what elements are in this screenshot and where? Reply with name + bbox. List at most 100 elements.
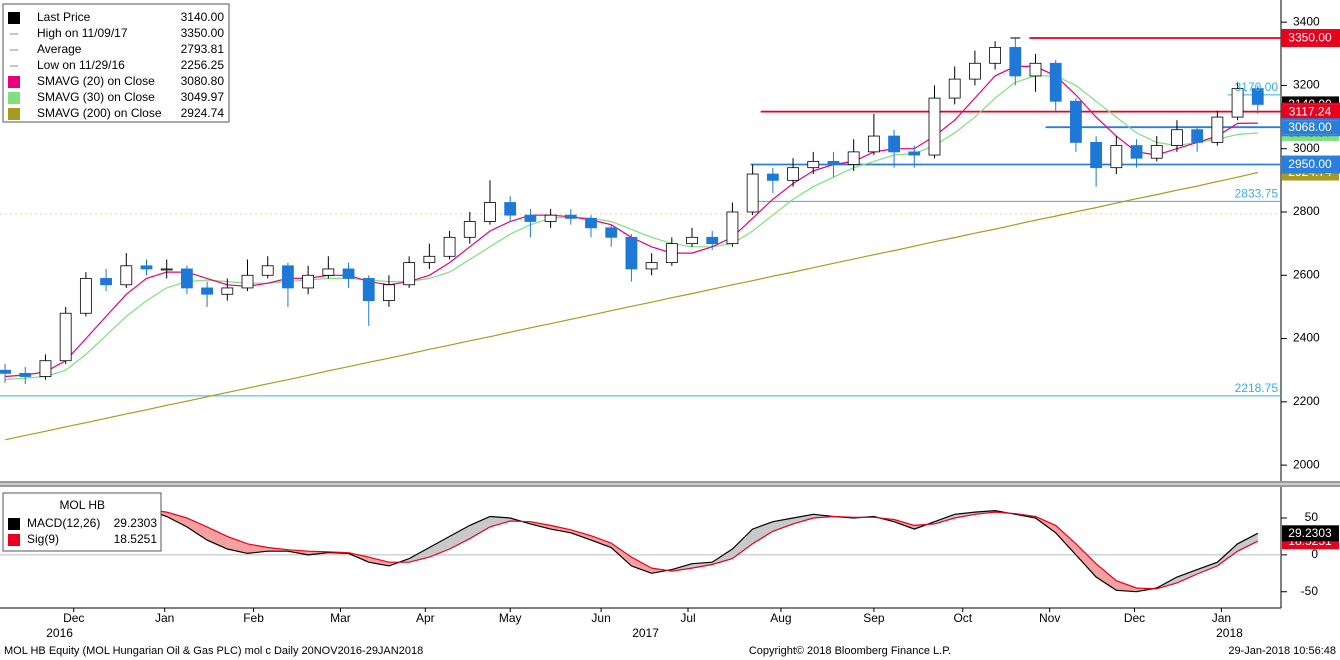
level-label: 2218.75: [1235, 381, 1279, 395]
legend-name: MACD(12,26): [27, 516, 100, 530]
candle-body: [1211, 116, 1224, 143]
candle-body: [282, 265, 294, 289]
candle-body: [585, 217, 597, 229]
candle-body: [1150, 145, 1163, 159]
year-label: 2017: [632, 626, 659, 640]
candle-body: [564, 214, 577, 219]
footer-center: Copyright© 2018 Bloomberg Finance L.P.: [749, 645, 951, 657]
macd-fill: [489, 516, 511, 527]
x-tick-label: Mar: [330, 611, 351, 625]
macd-fill: [1197, 562, 1218, 575]
macd-fill: [732, 529, 753, 559]
candle-body: [342, 268, 355, 279]
x-tick-label: May: [499, 611, 522, 625]
level-box-fill: [1283, 157, 1338, 172]
candle-body: [383, 284, 395, 301]
x-tick-label: Nov: [1039, 611, 1060, 625]
level-label: 2833.75: [1235, 186, 1279, 200]
candle-body: [1049, 62, 1062, 102]
macd-line: [4, 508, 1259, 590]
candle-body: [362, 278, 375, 301]
level-label: 3350.00: [1288, 31, 1332, 45]
macd-fill: [1116, 580, 1137, 592]
x-tick-label: Oct: [953, 611, 972, 625]
candle-body: [1029, 62, 1042, 77]
y-tick-label: 3000: [1293, 141, 1320, 155]
legend-name: Low on 11/29/16: [37, 58, 125, 72]
candle-body: [726, 211, 739, 245]
candle-body: [969, 62, 981, 80]
macd-fill: [793, 514, 814, 524]
candle-body: [888, 135, 900, 153]
candle-body: [100, 278, 112, 286]
candle-body: [605, 227, 618, 238]
macd-fill: [611, 543, 632, 566]
macd-fill: [550, 525, 571, 533]
y-tick-label: 2800: [1293, 204, 1320, 218]
level-label: 3068.00: [1288, 120, 1332, 134]
macd-fill: [752, 521, 773, 544]
year-label: 2016: [46, 626, 73, 640]
legend-name: Last Price: [37, 10, 91, 24]
macd-line: [4, 504, 1259, 593]
x-tick-label: Sep: [863, 611, 885, 625]
y-tick-label: 2200: [1293, 394, 1320, 408]
candle-body: [201, 287, 214, 295]
candle-body: [665, 243, 678, 264]
x-tick-label: Feb: [243, 611, 264, 625]
candle-body: [322, 268, 335, 276]
candle-body: [1231, 88, 1244, 118]
legend-swatch: [8, 518, 20, 530]
level-box-fill: [1283, 104, 1338, 119]
candle-body: [827, 160, 840, 165]
candle-body: [302, 274, 315, 289]
legend-box: [2, 3, 230, 123]
macd-fill: [1055, 525, 1076, 555]
x-tick-label: Dec: [63, 611, 84, 625]
candle-body: [524, 214, 537, 222]
legend-name: Sig(9): [27, 532, 59, 546]
candle-body: [221, 287, 234, 295]
legend-value: 3049.97: [181, 90, 225, 104]
legend-name: Average: [37, 42, 82, 56]
candle-body: [625, 236, 638, 270]
candle-body: [0, 369, 11, 374]
macd-fill: [368, 557, 389, 566]
candle-body: [948, 78, 961, 99]
macd-fill: [429, 536, 450, 558]
legend-value: 3140.00: [181, 10, 225, 24]
candle-body: [79, 278, 92, 314]
candle-body: [908, 151, 921, 156]
macd-fill: [631, 557, 652, 574]
footer-right: 29-Jan-2018 10:56:48: [1228, 645, 1336, 657]
candle-body: [504, 202, 517, 216]
candle-body: [847, 151, 860, 165]
candle-body: [59, 312, 72, 362]
level-label: 3170.00: [1235, 80, 1279, 94]
macd-fill: [449, 525, 470, 549]
candle-body: [645, 262, 658, 270]
y-tick-label: 2000: [1293, 457, 1320, 471]
legend-value: 3080.80: [181, 74, 225, 88]
candle-body: [120, 265, 133, 286]
candle-body: [706, 236, 719, 245]
legend-name: SMAVG (30) on Close: [37, 90, 155, 104]
legend-swatch: [8, 76, 20, 88]
macd-fill: [1217, 543, 1238, 566]
candle-body: [484, 202, 496, 222]
legend-swatch: [8, 92, 20, 104]
macd-fill: [227, 536, 248, 554]
footer-left: MOL HB Equity (MOL Hungarian Oil & Gas P…: [4, 645, 423, 657]
level-box-fill: [1283, 120, 1338, 135]
x-tick-label: Jul: [680, 611, 695, 625]
overlay-layer: 2000 2200 2400 2600 2800 3000 3200 3400 3080.80 3…: [2, 3, 1340, 598]
macd-fill: [207, 526, 228, 549]
macd-fill: [1237, 533, 1258, 552]
x-tick-label: Jun: [591, 611, 610, 625]
candle-body: [928, 97, 941, 156]
legend-value: 29.2303: [114, 516, 158, 530]
macd-fill: [186, 518, 208, 541]
y-tick-label: 2400: [1293, 331, 1320, 345]
legend-value: 2793.81: [181, 42, 225, 56]
